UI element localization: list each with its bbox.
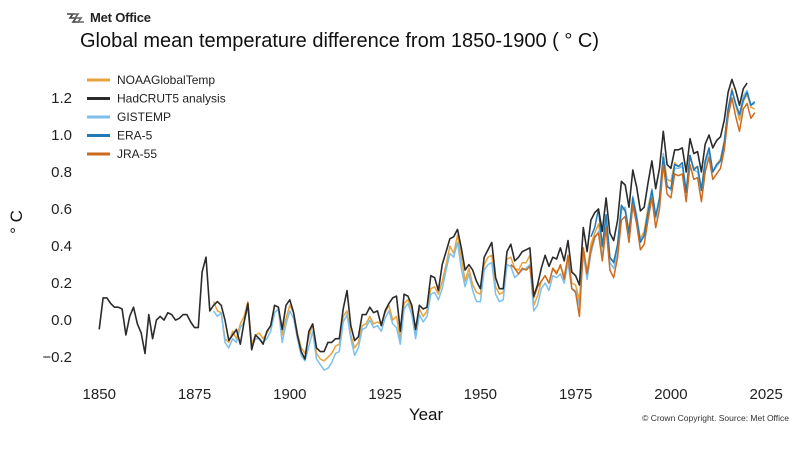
x-tick-label: 1925 <box>368 386 401 403</box>
x-tick-label: 2000 <box>654 386 687 403</box>
chart-title: Global mean temperature difference from … <box>80 30 600 52</box>
x-tick-label: 1875 <box>178 386 211 403</box>
legend: NOAAGlobalTemp HadCRUT5 analysis GISTEMP ER… <box>87 73 226 161</box>
x-axis: 1850 1875 1900 1925 1950 1975 2000 2025 <box>83 386 783 403</box>
series-line-era-5 <box>590 89 756 264</box>
y-tick-label: 0.2 <box>51 275 72 292</box>
x-tick-label: 1950 <box>464 386 497 403</box>
y-tick-label: 1.2 <box>51 90 72 107</box>
series-lines <box>98 78 756 371</box>
x-tick-label: 2025 <box>750 386 783 403</box>
series-line-gistemp <box>212 89 756 371</box>
legend-label: ERA-5 <box>117 129 153 143</box>
y-tick-label: 0.0 <box>51 312 72 329</box>
x-axis-label: Year <box>409 405 444 424</box>
y-tick-label: 1.0 <box>51 127 72 144</box>
legend-label: NOAAGlobalTemp <box>117 73 215 87</box>
met-office-wave-icon <box>67 12 84 23</box>
y-tick-label: 0.6 <box>51 201 72 218</box>
y-axis: −0.2 0.0 0.2 0.4 0.6 0.8 1.0 1.2 <box>42 90 72 366</box>
series-line-hadcrut5-analysis <box>98 78 748 360</box>
y-axis-label: ° C <box>7 210 26 234</box>
x-tick-label: 1900 <box>273 386 306 403</box>
x-tick-label: 1850 <box>83 386 116 403</box>
y-tick-label: 0.8 <box>51 164 72 181</box>
y-tick-label: 0.4 <box>51 238 72 255</box>
copyright-credit: © Crown Copyright. Source: Met Office <box>642 413 789 423</box>
legend-label: HadCRUT5 analysis <box>117 92 226 106</box>
logo-text: Met Office <box>90 10 151 25</box>
y-tick-label: −0.2 <box>42 349 72 366</box>
met-office-logo: Met Office <box>66 10 151 25</box>
series-line-jra-55 <box>510 97 756 318</box>
legend-label: GISTEMP <box>117 110 171 124</box>
x-tick-label: 1975 <box>559 386 592 403</box>
legend-label: JRA-55 <box>117 147 157 161</box>
